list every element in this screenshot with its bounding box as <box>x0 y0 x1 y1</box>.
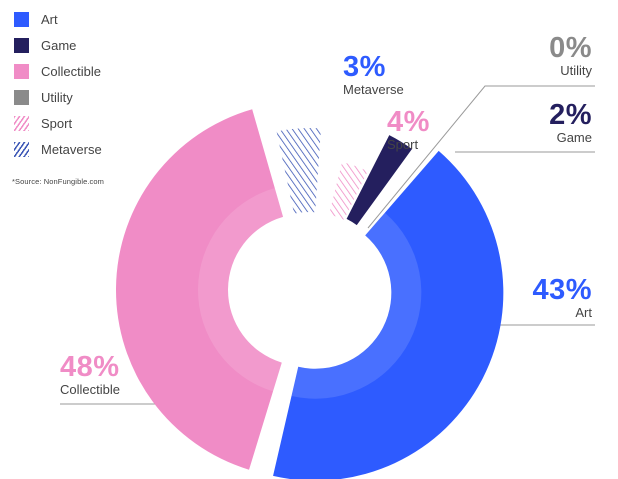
callout-metaverse: 3% Metaverse <box>343 52 404 97</box>
legend-swatch-metaverse <box>14 141 29 157</box>
data-label-collectible-percent: 48% <box>60 351 120 383</box>
legend-swatch-game <box>14 37 29 53</box>
callout-sport: 4% Sport <box>387 107 430 152</box>
legend-label-metaverse: Metaverse <box>41 141 102 157</box>
leader-lines <box>60 85 595 405</box>
donut-slices <box>116 109 504 479</box>
legend-label-game: Game <box>41 37 77 53</box>
data-label-game-percent: 2% <box>549 99 592 131</box>
legend-item-sport: Sport <box>14 114 72 132</box>
legend-item-metaverse: Metaverse <box>14 140 102 158</box>
legend-label-utility: Utility <box>41 89 73 105</box>
inner-ring-art <box>291 212 422 399</box>
data-label-sport-name: Sport <box>387 137 419 152</box>
legend-item-art: Art <box>14 10 58 28</box>
slice-art <box>273 150 504 479</box>
data-label-sport-percent: 4% <box>387 106 430 138</box>
callout-utility: 0% Utility <box>512 33 592 78</box>
data-label-game-name: Game <box>556 130 592 145</box>
leader-line-utility <box>367 85 595 229</box>
legend-item-collectible: Collectible <box>14 62 101 80</box>
data-label-metaverse-name: Metaverse <box>343 82 404 97</box>
data-label-utility-percent: 0% <box>549 32 592 64</box>
slice-collectible <box>116 109 284 470</box>
data-label-utility-name: Utility <box>560 63 592 78</box>
slice-metaverse <box>276 128 322 214</box>
slice-sport <box>329 161 368 220</box>
data-label-collectible-name: Collectible <box>60 382 120 397</box>
data-label-art-name: Art <box>575 305 592 320</box>
callout-game: 2% Game <box>512 100 592 145</box>
legend-item-game: Game <box>14 36 76 54</box>
legend-swatch-sport <box>14 115 29 131</box>
legend-label-collectible: Collectible <box>41 63 101 79</box>
data-label-metaverse-percent: 3% <box>343 51 386 83</box>
legend-swatch-utility <box>14 89 29 105</box>
legend-item-utility: Utility <box>14 88 73 106</box>
source-note: *Source: NonFungible.com <box>12 177 105 186</box>
inner-ring-highlights <box>198 188 422 399</box>
legend-swatch-art <box>14 11 29 27</box>
inner-ring-collectible <box>198 188 284 392</box>
slice-game <box>346 135 413 226</box>
legend-label-sport: Sport <box>41 115 73 131</box>
legend-label-art: Art <box>41 11 58 27</box>
callout-art: 43% Art <box>512 275 592 320</box>
legend-swatch-collectible <box>14 63 29 79</box>
callout-collectible: 48% Collectible <box>60 352 120 397</box>
data-label-art-percent: 43% <box>532 274 592 306</box>
